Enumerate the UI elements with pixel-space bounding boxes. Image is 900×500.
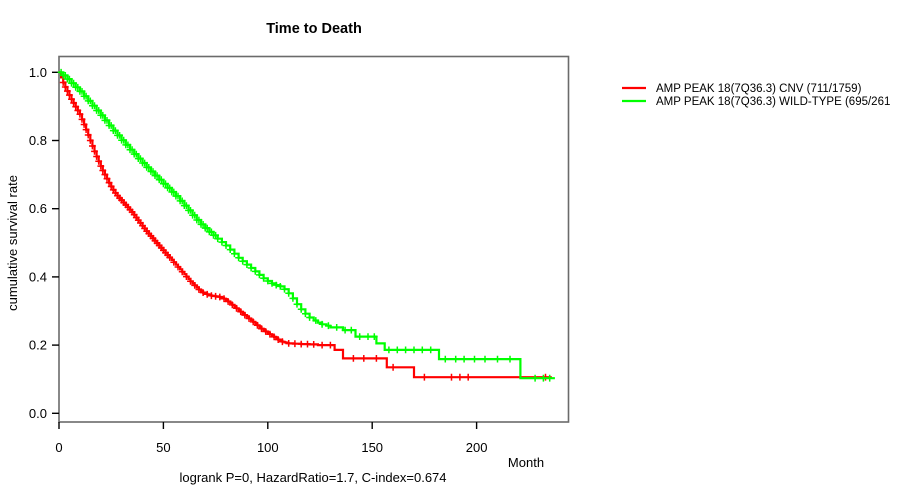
x-tick-label: 100 (257, 440, 279, 455)
x-tick-label: 50 (156, 440, 170, 455)
axis-ticks (52, 71, 478, 429)
km-step-line (59, 71, 552, 379)
x-tick-label: 150 (361, 440, 383, 455)
chart-title: Time to Death (266, 21, 362, 37)
y-tick-label: 0.8 (29, 133, 47, 148)
legend-label-wildtype: AMP PEAK 18(7Q36.3) WILD-TYPE (695/261 (656, 96, 890, 108)
axis-tick-labels: 0 50 100 150 200 0.0 0.2 0.4 0.6 0.8 1.0 (29, 65, 488, 455)
y-tick-label: 0.4 (29, 269, 47, 284)
y-tick-label: 1.0 (29, 65, 47, 80)
legend: AMP PEAK 18(7Q36.3) CNV (711/1759) AMP P… (622, 83, 890, 108)
plot-frame (58, 55, 570, 423)
y-axis-label: cumulative survival rate (5, 175, 20, 311)
legend-label-cnv: AMP PEAK 18(7Q36.3) CNV (711/1759) (656, 83, 862, 95)
censor-marks (59, 79, 549, 381)
survival-curve-wildtype (57, 68, 555, 382)
x-axis-label: Month (508, 455, 544, 470)
x-tick-label: 200 (466, 440, 488, 455)
x-tick-label: 0 (55, 440, 62, 455)
plot-box (58, 55, 570, 423)
survival-curves (57, 68, 555, 382)
y-tick-label: 0.6 (29, 201, 47, 216)
censor-marks (57, 68, 554, 382)
y-tick-label: 0.2 (29, 338, 47, 353)
km-step-line (59, 71, 555, 380)
y-tick-label: 0.0 (29, 406, 47, 421)
survival-curve-cnv (59, 71, 552, 381)
stats-subtitle: logrank P=0, HazardRatio=1.7, C-index=0.… (179, 470, 446, 485)
